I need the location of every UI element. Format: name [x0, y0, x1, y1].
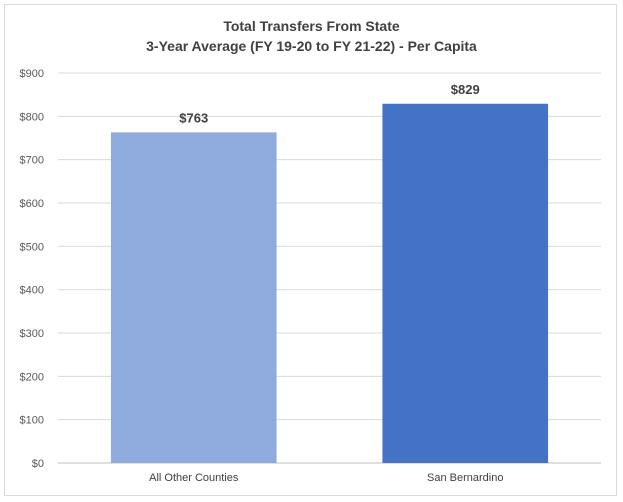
data-label: $829 [451, 82, 480, 97]
y-tick-label: $600 [20, 198, 44, 210]
bars [110, 103, 549, 464]
bar-2 [382, 103, 549, 464]
y-tick-label: $100 [20, 415, 44, 427]
y-tick-label: $700 [20, 155, 44, 167]
category-label: All Other Counties [149, 472, 239, 484]
y-tick-label: $900 [20, 68, 44, 80]
y-axis-ticks: $0 $100 $200 $300 $400 $500 $600 $700 $800 $900 [20, 68, 44, 470]
bar-1 [110, 132, 277, 463]
category-label: San Bernardino [427, 472, 503, 484]
chart-title: Total Transfers From State [223, 18, 400, 34]
y-tick-label: $200 [20, 371, 44, 383]
y-tick-label: $400 [20, 285, 44, 297]
y-tick-label: $800 [20, 111, 44, 123]
y-tick-label: $500 [20, 241, 44, 253]
y-tick-label: $0 [32, 458, 44, 470]
data-labels: $763 $829 [179, 82, 479, 126]
category-labels: All Other Counties San Bernardino [149, 472, 503, 484]
data-label: $763 [179, 110, 208, 125]
y-tick-label: $300 [20, 328, 44, 340]
chart-subtitle: 3-Year Average (FY 19-20 to FY 21-22) - … [146, 38, 477, 54]
